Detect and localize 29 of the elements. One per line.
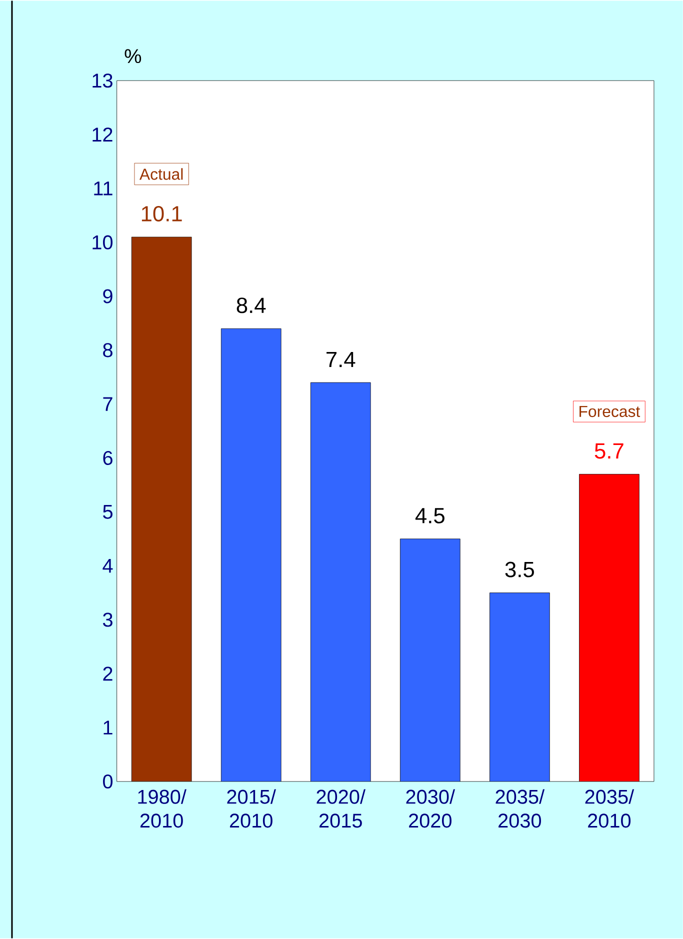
x-tick-label: 2015/ 2010 [227,789,276,828]
y-tick-label: 2 [103,666,112,681]
y-tick-label: 11 [94,182,112,196]
x-tick-label: 2020/ 2015 [316,789,366,828]
data-label: 10.1 [142,206,182,222]
y-tick-label: 8 [103,343,112,358]
y-tick-label: 12 [92,128,112,142]
y-tick-label: 6 [103,450,112,466]
x-tick-label: 2035/ 2010 [585,789,634,828]
y-tick-label: 13 [92,74,112,88]
data-label: 5.7 [594,443,624,459]
data-label: 3.5 [505,562,534,578]
x-tick-label: 1980/ 2010 [138,789,186,828]
y-tick-label: 9 [103,289,112,304]
y-tick-label: 10 [92,235,113,250]
annotation: Forecast [580,406,640,418]
y-tick-label: 1 [104,720,112,734]
annotation: Actual [140,168,183,180]
y-tick-label: 7 [103,397,112,411]
y-tick-label: 5 [103,504,113,519]
y-axis-title: % [124,49,142,64]
data-label: 4.5 [415,508,444,524]
data-label: 8.4 [236,298,266,314]
x-tick-label: 2035/ 2030 [496,789,545,828]
y-tick-label: 3 [103,612,112,627]
y-tick-label: 0 [103,774,113,789]
data-label: 7.4 [326,352,356,368]
x-tick-label: 2030/ 2020 [406,789,456,828]
y-tick-label: 4 [102,559,113,573]
